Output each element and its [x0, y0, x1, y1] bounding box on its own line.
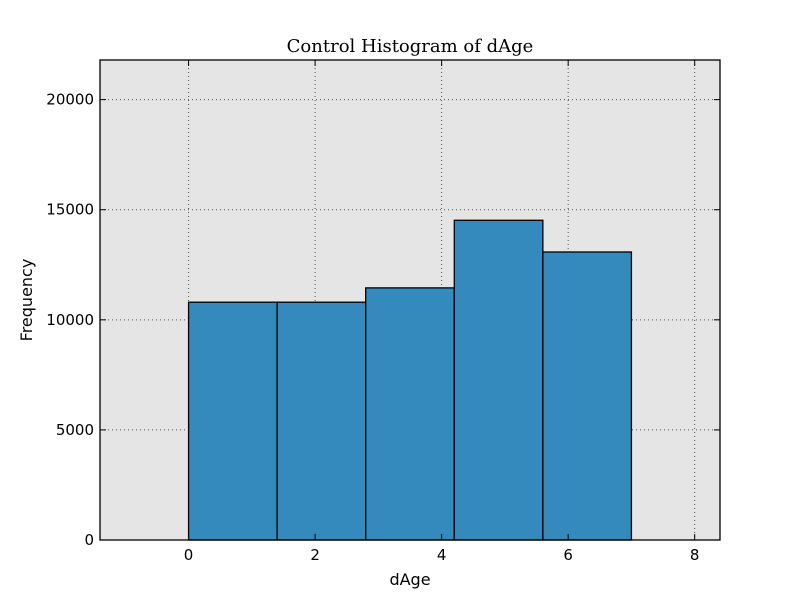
y-tick-label: 20000 — [46, 91, 94, 109]
x-tick-label: 8 — [690, 546, 700, 564]
x-tick-label: 0 — [184, 546, 194, 564]
histogram-bar — [187, 301, 278, 541]
x-tick-label: 6 — [563, 546, 573, 564]
chart-title: Control Histogram of dAge — [287, 36, 534, 57]
histogram-bar — [276, 301, 367, 541]
y-tick-label: 0 — [84, 531, 94, 549]
y-axis-label: Frequency — [17, 259, 36, 342]
histogram-bar — [365, 287, 455, 541]
y-tick-label: 10000 — [46, 311, 94, 329]
x-tick-label: 4 — [437, 546, 447, 564]
histogram-bar — [453, 219, 544, 541]
x-tick-label: 2 — [310, 546, 320, 564]
histogram-bar — [542, 251, 633, 541]
y-tick-label: 5000 — [56, 421, 94, 439]
plot-frame — [99, 59, 721, 541]
y-tick-label: 15000 — [46, 201, 94, 219]
x-axis-label: dAge — [389, 570, 430, 589]
